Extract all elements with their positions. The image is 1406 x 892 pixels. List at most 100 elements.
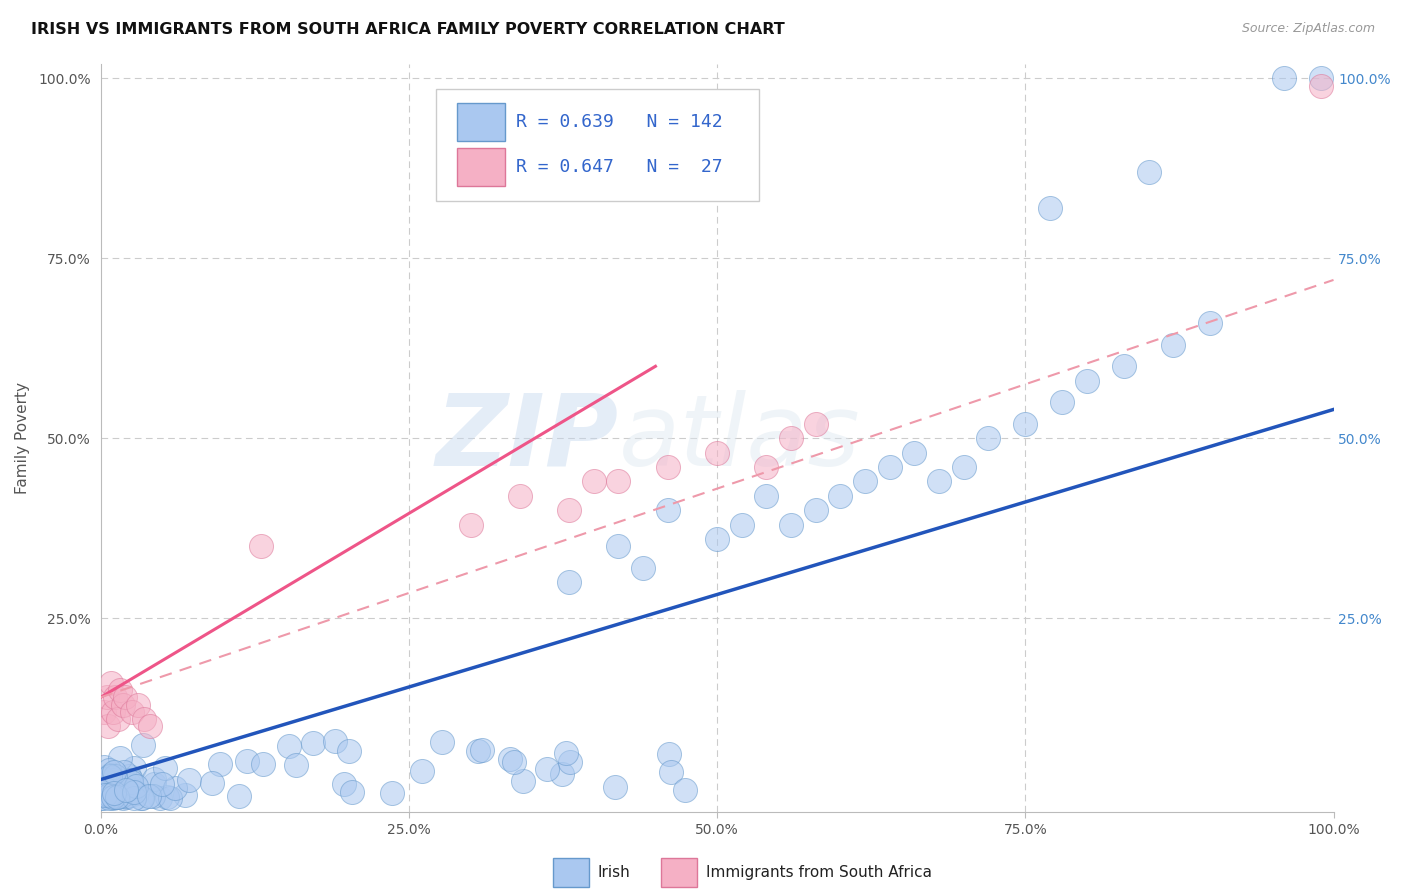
Point: [100, 772, 122, 787]
Point: [1039, 201, 1062, 215]
Point: [1310, 71, 1333, 86]
Point: [97, 788, 120, 802]
Point: [90, 785, 112, 799]
Point: [337, 744, 360, 758]
Point: [101, 771, 124, 785]
Point: [98, 768, 121, 782]
Point: [93, 780, 115, 795]
Point: [804, 417, 827, 431]
Point: [381, 786, 404, 800]
Point: [467, 744, 489, 758]
Point: [830, 489, 852, 503]
Point: [115, 790, 138, 805]
Point: [129, 790, 152, 805]
Point: [340, 785, 363, 799]
Point: [252, 756, 274, 771]
Point: [509, 489, 531, 503]
Point: [127, 698, 149, 712]
Point: [582, 475, 605, 489]
Point: [153, 760, 176, 774]
Point: [236, 755, 259, 769]
Point: [118, 777, 141, 791]
Point: [928, 475, 950, 489]
Point: [103, 775, 125, 789]
Point: [122, 790, 145, 805]
Point: [103, 789, 125, 803]
Text: R = 0.647   N =  27: R = 0.647 N = 27: [516, 158, 723, 176]
Point: [174, 788, 197, 802]
Point: [657, 503, 679, 517]
Point: [98, 773, 121, 788]
Point: [97, 788, 120, 802]
Point: [536, 762, 558, 776]
Point: [104, 788, 127, 802]
Point: [96, 690, 118, 705]
Point: [100, 789, 122, 803]
Point: [131, 738, 153, 752]
Point: [90, 778, 112, 792]
Point: [98, 790, 121, 805]
Point: [657, 460, 679, 475]
Point: [209, 756, 232, 771]
Point: [658, 747, 681, 762]
Point: [1310, 78, 1333, 93]
Point: [323, 734, 346, 748]
Point: [149, 791, 172, 805]
Point: [177, 773, 200, 788]
Point: [103, 786, 125, 800]
Point: [93, 705, 115, 719]
Point: [118, 768, 141, 782]
Point: [250, 539, 273, 553]
Y-axis label: Family Poverty: Family Poverty: [15, 383, 30, 494]
Point: [284, 757, 307, 772]
Point: [97, 785, 120, 799]
Point: [706, 445, 728, 459]
Point: [100, 676, 122, 690]
Point: [755, 489, 778, 503]
Point: [1112, 359, 1135, 374]
Point: [103, 784, 125, 798]
Point: [499, 751, 522, 765]
Point: [631, 561, 654, 575]
Point: [512, 774, 534, 789]
Point: [122, 761, 145, 775]
Point: [120, 775, 142, 789]
Point: [105, 773, 128, 788]
Point: [411, 764, 433, 779]
Point: [115, 783, 138, 797]
Point: [100, 789, 122, 803]
Point: [98, 769, 121, 783]
Point: [111, 790, 134, 805]
Point: [1199, 316, 1222, 330]
Point: [110, 784, 132, 798]
Point: [1137, 165, 1160, 179]
Point: [555, 746, 578, 760]
Text: atlas: atlas: [619, 390, 860, 487]
Point: [96, 787, 118, 801]
Point: [780, 517, 803, 532]
Point: [97, 781, 120, 796]
Point: [104, 781, 127, 796]
Point: [138, 789, 160, 803]
Point: [94, 779, 117, 793]
Point: [952, 460, 974, 475]
Point: [104, 774, 127, 789]
Point: [605, 780, 627, 795]
Point: [94, 789, 117, 803]
Point: [1272, 71, 1295, 86]
Point: [659, 765, 682, 780]
Point: [706, 532, 728, 546]
Point: [142, 789, 165, 803]
Point: [93, 788, 115, 802]
Point: [125, 779, 148, 793]
Point: [117, 786, 139, 800]
Point: [105, 788, 128, 802]
Text: IRISH VS IMMIGRANTS FROM SOUTH AFRICA FAMILY POVERTY CORRELATION CHART: IRISH VS IMMIGRANTS FROM SOUTH AFRICA FA…: [31, 22, 785, 37]
Point: [94, 772, 117, 787]
Point: [165, 781, 187, 796]
Point: [122, 782, 145, 797]
Point: [104, 789, 127, 804]
Point: [125, 786, 148, 800]
Point: [105, 790, 128, 805]
Point: [107, 780, 129, 795]
